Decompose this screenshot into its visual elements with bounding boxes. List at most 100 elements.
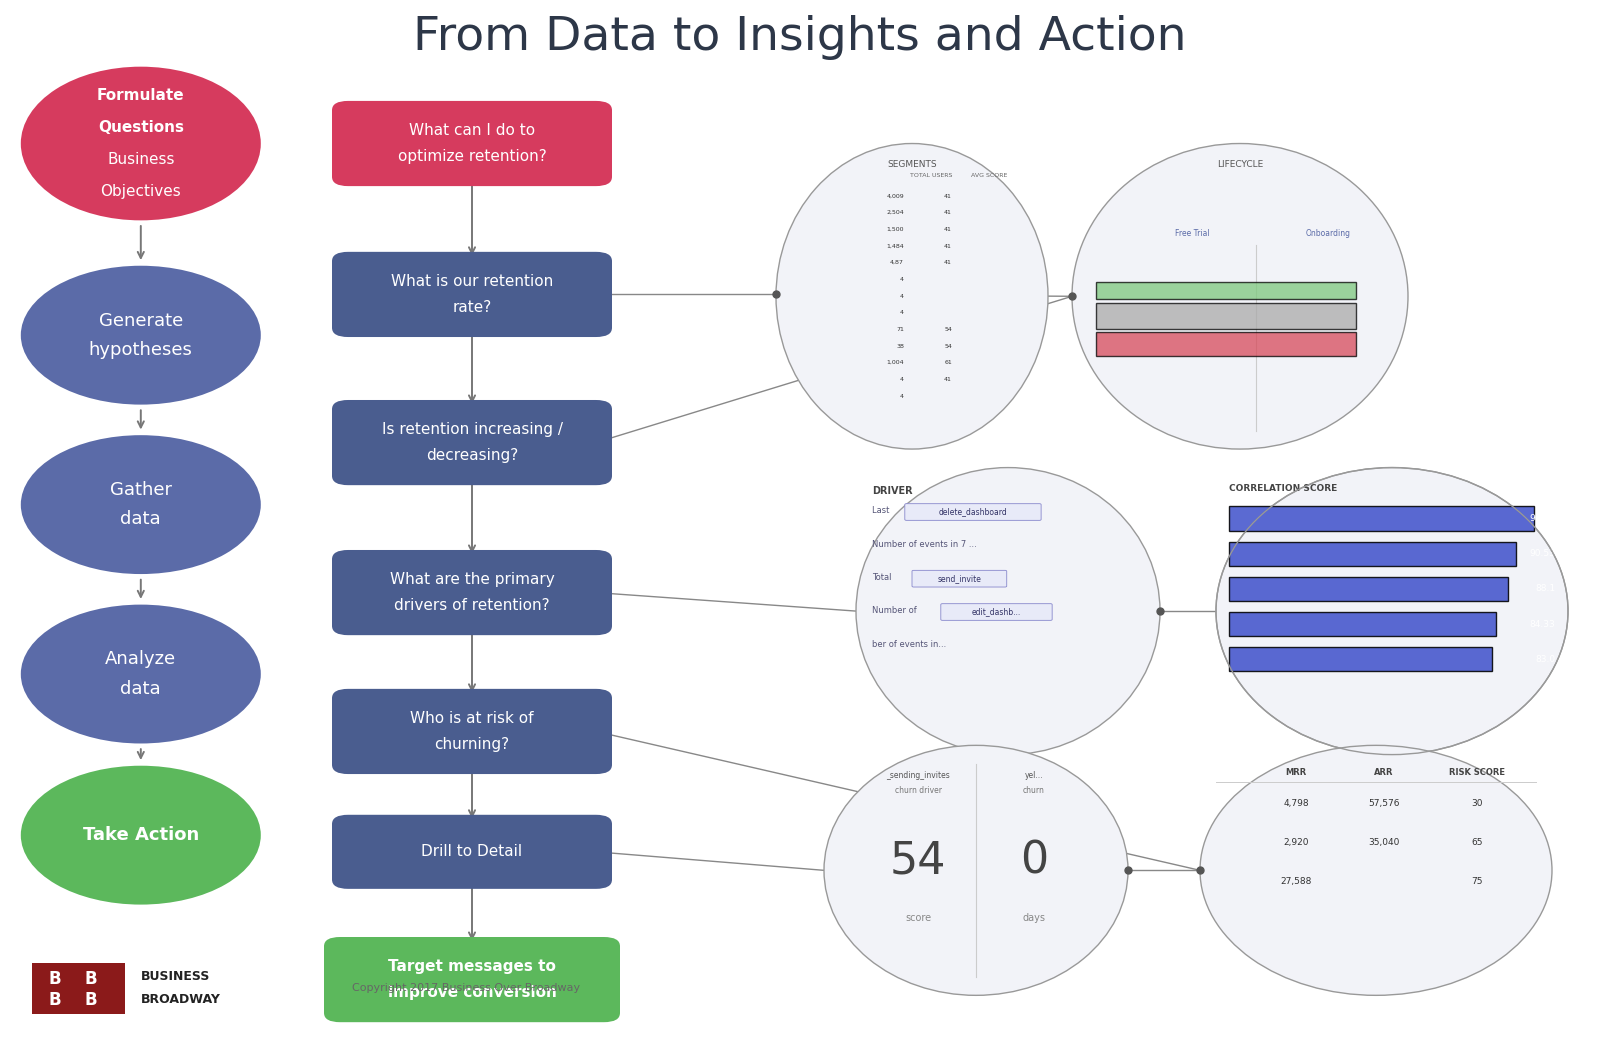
Ellipse shape [1216, 468, 1568, 755]
FancyBboxPatch shape [331, 815, 611, 889]
FancyBboxPatch shape [1229, 506, 1534, 531]
Text: CORRELATION SCORE: CORRELATION SCORE [1229, 484, 1338, 494]
Text: data: data [120, 679, 162, 698]
Text: 65: 65 [1470, 838, 1483, 847]
Text: Number of: Number of [872, 607, 920, 616]
Text: Last: Last [872, 506, 893, 515]
FancyBboxPatch shape [32, 963, 125, 1014]
Text: hypotheses: hypotheses [90, 341, 192, 359]
Text: data: data [120, 510, 162, 528]
Text: ARR: ARR [1374, 768, 1394, 778]
Text: churn: churn [1022, 786, 1045, 795]
FancyBboxPatch shape [1229, 612, 1496, 636]
Text: 41: 41 [944, 376, 952, 382]
FancyBboxPatch shape [1229, 577, 1507, 600]
Text: TOTAL USERS: TOTAL USERS [910, 173, 952, 178]
Text: What are the primary: What are the primary [390, 572, 554, 587]
Text: 54: 54 [944, 343, 952, 348]
Text: Questions: Questions [98, 120, 184, 135]
Text: Formulate: Formulate [98, 87, 184, 103]
Text: AVG SCORE: AVG SCORE [971, 173, 1006, 178]
Text: RISK SCORE: RISK SCORE [1450, 768, 1506, 778]
Text: 27,588: 27,588 [1280, 877, 1312, 886]
FancyBboxPatch shape [1096, 282, 1357, 299]
Text: 41: 41 [944, 244, 952, 249]
Text: 4,87: 4,87 [890, 260, 904, 265]
Text: Free Trial: Free Trial [1174, 229, 1210, 239]
Text: edit_dashb...: edit_dashb... [971, 608, 1021, 617]
Text: yel...: yel... [1024, 772, 1043, 780]
Text: LIFECYCLE: LIFECYCLE [1218, 160, 1262, 169]
Text: 0: 0 [1019, 840, 1048, 882]
Text: Number of events in 7 ...: Number of events in 7 ... [872, 540, 976, 549]
Text: DRIVER: DRIVER [872, 486, 912, 496]
Text: 96.47: 96.47 [1530, 514, 1555, 523]
Text: Gather: Gather [110, 481, 171, 499]
Text: B: B [48, 991, 61, 1009]
Ellipse shape [824, 746, 1128, 996]
Text: improve conversion: improve conversion [387, 985, 557, 1000]
Text: Is retention increasing /: Is retention increasing / [381, 422, 563, 438]
Ellipse shape [21, 765, 261, 904]
Text: Analyze: Analyze [106, 650, 176, 669]
Text: What can I do to: What can I do to [410, 123, 534, 138]
FancyBboxPatch shape [1096, 333, 1357, 356]
Text: 4,798: 4,798 [1283, 800, 1309, 808]
Text: Objectives: Objectives [101, 185, 181, 199]
Text: 4: 4 [899, 310, 904, 315]
Text: Business: Business [107, 152, 174, 167]
Text: 83.0: 83.0 [1534, 654, 1555, 664]
Text: 41: 41 [944, 260, 952, 265]
Text: 57,576: 57,576 [1368, 800, 1400, 808]
Text: 41: 41 [944, 227, 952, 232]
FancyBboxPatch shape [331, 400, 611, 485]
Text: churn driver: churn driver [894, 786, 942, 795]
Text: Target messages to: Target messages to [389, 959, 555, 975]
Text: 71: 71 [896, 327, 904, 332]
Text: 2,920: 2,920 [1283, 838, 1309, 847]
Text: optimize retention?: optimize retention? [398, 148, 546, 164]
Ellipse shape [1072, 143, 1408, 449]
Text: Take Action: Take Action [83, 826, 198, 844]
Text: _sending_invites: _sending_invites [886, 772, 950, 780]
Text: 1,500: 1,500 [886, 227, 904, 232]
Text: 35,040: 35,040 [1368, 838, 1400, 847]
Text: SEGMENTS: SEGMENTS [886, 160, 938, 169]
Ellipse shape [856, 468, 1160, 755]
FancyBboxPatch shape [1096, 303, 1357, 329]
Text: BROADWAY: BROADWAY [141, 992, 221, 1006]
Text: Onboarding: Onboarding [1306, 229, 1350, 239]
Text: 84.33: 84.33 [1530, 619, 1555, 628]
Text: Copyright 2017 Business Over Broadway: Copyright 2017 Business Over Broadway [352, 983, 581, 993]
Text: 4: 4 [899, 293, 904, 299]
Text: From Data to Insights and Action: From Data to Insights and Action [413, 15, 1187, 59]
FancyBboxPatch shape [331, 252, 611, 337]
Text: B: B [85, 991, 98, 1009]
Text: 54: 54 [944, 327, 952, 332]
Text: MRR: MRR [1285, 768, 1307, 778]
Text: delete_dashboard: delete_dashboard [939, 507, 1008, 516]
Text: ber of events in...: ber of events in... [872, 640, 946, 649]
Text: Who is at risk of: Who is at risk of [410, 711, 534, 726]
Text: Generate: Generate [99, 311, 182, 330]
Text: churning?: churning? [435, 736, 509, 752]
Text: 54: 54 [890, 840, 947, 882]
Text: decreasing?: decreasing? [426, 448, 518, 463]
Text: 90.53: 90.53 [1530, 550, 1555, 558]
Text: 61: 61 [944, 360, 952, 365]
Text: 88.1: 88.1 [1534, 585, 1555, 593]
Text: 2,504: 2,504 [886, 211, 904, 216]
Ellipse shape [1200, 746, 1552, 996]
Text: BUSINESS: BUSINESS [141, 971, 210, 983]
FancyBboxPatch shape [323, 937, 619, 1022]
Text: 1,484: 1,484 [886, 244, 904, 249]
Ellipse shape [21, 605, 261, 744]
FancyBboxPatch shape [331, 689, 611, 774]
Text: What is our retention: What is our retention [390, 274, 554, 289]
Text: 75: 75 [1470, 877, 1483, 886]
Text: 4: 4 [899, 376, 904, 382]
Text: 4,009: 4,009 [886, 194, 904, 198]
Text: Drill to Detail: Drill to Detail [421, 844, 523, 860]
Ellipse shape [21, 436, 261, 574]
Text: 41: 41 [944, 211, 952, 216]
